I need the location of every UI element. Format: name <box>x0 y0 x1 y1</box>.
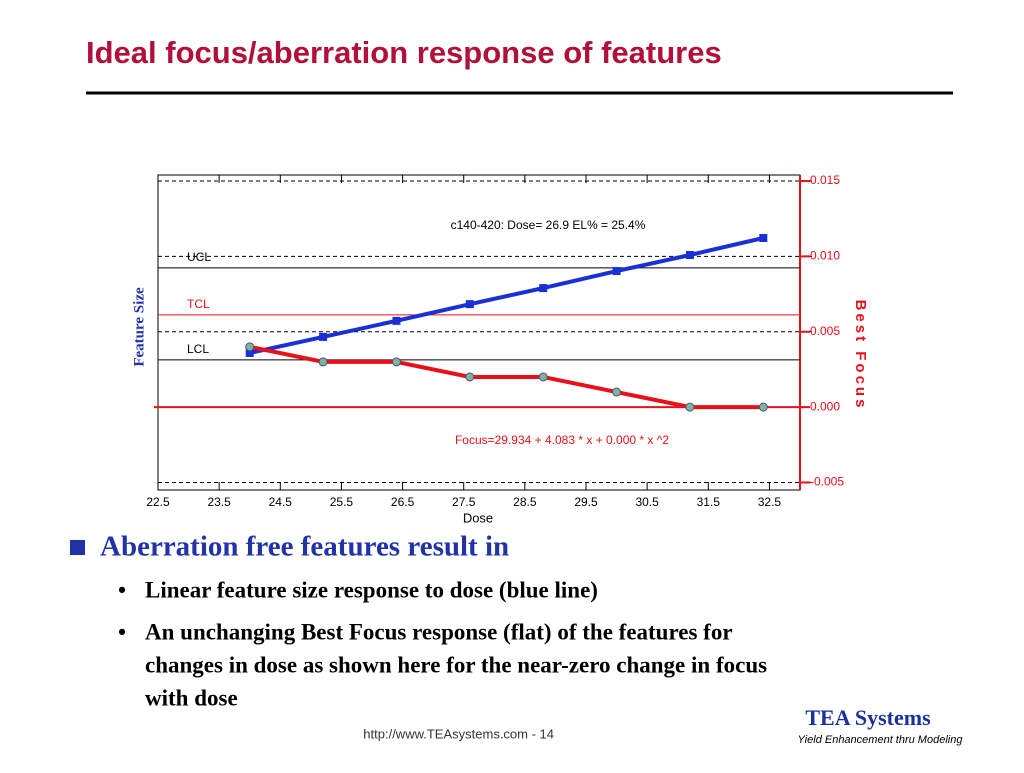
y2-tick-label: 0.010 <box>810 249 840 263</box>
x-tick-label: 26.5 <box>391 495 415 509</box>
y2-tick-label: 0.015 <box>810 173 840 187</box>
point <box>759 234 768 242</box>
plot-frame <box>157 174 801 491</box>
x-tick-label: 31.5 <box>697 495 721 509</box>
point <box>392 316 401 325</box>
annotation: c140-420: Dose= 26.9 EL% = 25.4% <box>451 218 646 232</box>
x-tick-label: 32.5 <box>758 495 782 509</box>
slide-title: Ideal focus/aberration response of featu… <box>86 35 722 70</box>
x-tick-label: 28.5 <box>513 495 537 509</box>
sub-bullet: changes in dose as shown here for the ne… <box>145 652 767 677</box>
reference-label: LCL <box>187 342 209 356</box>
bullet-square <box>70 540 85 555</box>
x-tick-label: 23.5 <box>207 495 231 509</box>
reference-label: UCL <box>187 250 211 264</box>
point <box>245 342 255 352</box>
bullet-1: Aberration free features result in <box>100 531 509 563</box>
sub-bullet: An unchanging Best Focus response (flat)… <box>145 619 733 644</box>
bullet-dot: • <box>118 577 126 602</box>
point <box>538 372 548 382</box>
y2-tick-label: 0.000 <box>810 399 840 413</box>
x-axis-label: Dose <box>463 510 493 525</box>
series-line <box>249 236 764 355</box>
point <box>391 357 401 367</box>
annotation: Focus=29.934 + 4.083 * x + 0.000 * x ^2 <box>455 433 669 447</box>
point <box>758 402 768 412</box>
point <box>685 402 695 412</box>
y-axis-label: Feature Size <box>131 287 147 367</box>
point <box>539 284 548 293</box>
reference-label: TCL <box>187 297 210 311</box>
y2-axis-label: Best Focus <box>852 300 869 411</box>
bullet-dot: • <box>118 619 126 644</box>
x-tick-label: 27.5 <box>452 495 476 509</box>
point <box>465 300 474 309</box>
point <box>685 251 694 260</box>
point <box>465 372 475 382</box>
series-line <box>249 344 764 410</box>
x-tick-label: 25.5 <box>330 495 354 509</box>
tagline: Yield Enhancement thru Modeling <box>798 734 964 746</box>
y2-tick-label: 0.005 <box>810 324 840 338</box>
x-tick-label: 22.5 <box>146 495 170 509</box>
point <box>319 332 328 341</box>
point <box>612 387 622 397</box>
x-tick-label: 29.5 <box>574 495 598 509</box>
y2-tick-label: -0.005 <box>810 475 844 489</box>
footer-url: http://www.TEAsystems.com - 14 <box>363 726 554 741</box>
x-tick-label: 30.5 <box>635 495 659 509</box>
sub-bullet: with dose <box>145 685 238 710</box>
point <box>612 267 621 276</box>
sub-bullet: Linear feature size response to dose (bl… <box>145 577 598 602</box>
logo: TEA Systems <box>805 705 931 730</box>
point <box>318 357 328 367</box>
x-tick-label: 24.5 <box>269 495 293 509</box>
point <box>245 348 254 357</box>
